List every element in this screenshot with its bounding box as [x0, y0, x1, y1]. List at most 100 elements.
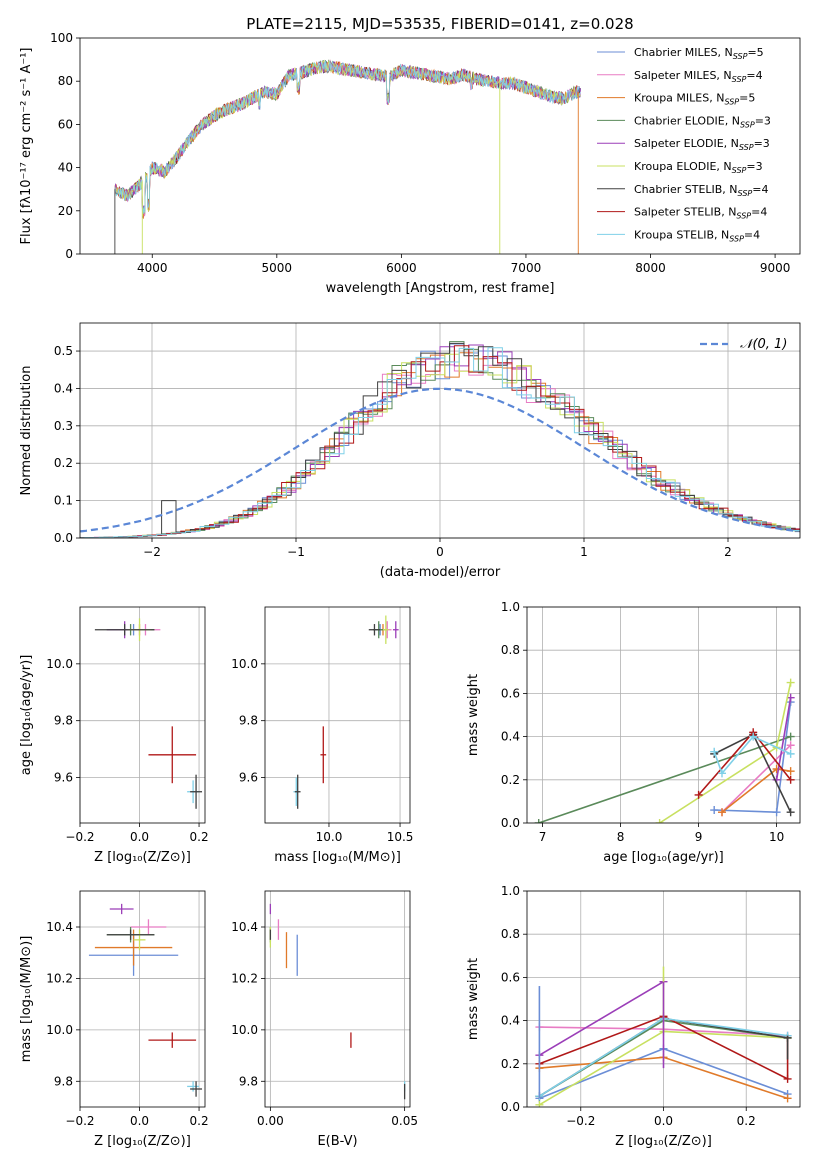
legend-entry-sub: SSP — [724, 98, 739, 107]
y-tick-label: 1.0 — [501, 600, 520, 614]
x-tick-label: 0.0 — [130, 1114, 149, 1128]
x-tick-label: 6000 — [386, 261, 417, 275]
legend-entry-sub: SSP — [738, 189, 753, 198]
legend-entry-name: Chabrier MILES, N — [634, 46, 733, 59]
mass-weight-marker — [718, 808, 726, 817]
legend-entry: Chabrier STELIB, NSSP=4 — [634, 183, 768, 198]
y-tick-label: 10.2 — [46, 971, 73, 985]
legend-entry-name: Kroupa MILES, N — [634, 92, 724, 105]
x-tick-label: 0.00 — [257, 1114, 284, 1128]
lines-massweight-vs-Z — [535, 966, 792, 1107]
axes-frame — [79, 37, 801, 255]
x-tick-label: −0.2 — [566, 1114, 595, 1128]
mass-weight-marker — [694, 790, 703, 799]
legend-entry: Chabrier MILES, NSSP=5 — [634, 46, 764, 61]
y-tick-label: 9.8 — [239, 714, 258, 728]
histograms — [80, 341, 800, 538]
mass-weight-series-1 — [721, 744, 792, 813]
legend-entry-sub: SSP — [736, 212, 751, 221]
x-tick-label: 5000 — [262, 261, 293, 275]
histogram-series-7 — [80, 345, 800, 538]
mass-weight-marker — [786, 749, 795, 758]
x-tick-label: −2 — [143, 545, 161, 559]
legend-entry: Kroupa STELIB, NSSP=4 — [634, 228, 760, 243]
legend-entry-sub: SSP — [740, 120, 755, 129]
y-axis-label: Normed distribution — [19, 366, 34, 496]
y-tick-label: 10.0 — [46, 657, 73, 671]
x-tick-label: 0.0 — [654, 1114, 673, 1128]
lines-massweight-vs-age — [534, 678, 795, 823]
x-tick-label: 4000 — [137, 261, 168, 275]
y-tick-label: 1.0 — [501, 884, 520, 898]
x-tick-label: 7000 — [511, 261, 542, 275]
x-tick-label: 7 — [539, 830, 547, 844]
x-tick-label: −1 — [287, 545, 305, 559]
legend-entry: Salpeter ELODIE, NSSP=3 — [634, 137, 770, 152]
x-axis-label: wavelength [Angstrom, rest frame] — [326, 281, 555, 296]
x-axis-label: E(B-V) — [317, 1134, 357, 1149]
legend-entry-sub: SSP — [729, 234, 744, 243]
mass-weight-series-3 — [538, 735, 791, 823]
legend-entry-name: Salpeter ELODIE, N — [634, 137, 739, 150]
x-tick-label: −0.2 — [65, 1114, 94, 1128]
x-tick-label: 10.5 — [387, 830, 414, 844]
legend-entry-count: =3 — [746, 160, 762, 173]
mass-weight-series-8 — [713, 735, 791, 775]
errorbar-point — [148, 1032, 197, 1048]
y-tick-label: 9.8 — [54, 1074, 73, 1088]
histogram-series-8 — [80, 347, 800, 538]
mass-weight-marker — [749, 732, 758, 741]
mass-weight-marker — [534, 819, 543, 823]
legend-entry-name: Salpeter MILES, N — [634, 69, 732, 82]
y-tick-label: 40 — [58, 161, 73, 175]
y-tick-label: 0.3 — [54, 419, 73, 433]
y-tick-label: 0.0 — [501, 816, 520, 830]
y-tick-label: 0.2 — [54, 456, 73, 470]
errorbar-point — [190, 774, 203, 809]
y-tick-label: 0.4 — [54, 381, 73, 395]
errorbar-point — [368, 624, 381, 636]
legend-entry-sub: SSP — [739, 143, 754, 152]
y-tick-label: 9.6 — [239, 771, 258, 785]
x-axis-label: Z [log₁₀(Z/Z⊙)] — [94, 1134, 191, 1149]
y-tick-label: 0.8 — [501, 927, 520, 941]
x-axis-label: (data-model)/error — [380, 565, 501, 580]
mass-weight-marker — [786, 767, 795, 776]
legend-entry-count: =5 — [747, 46, 763, 59]
mass-weight-marker — [783, 1094, 792, 1103]
y-axis-label: Flux [fλ10⁻¹⁷ erg cm⁻² s⁻¹ A⁻¹] — [19, 48, 34, 245]
errorbar-point — [94, 929, 173, 966]
errorbar-point — [133, 929, 146, 951]
mass-weight-marker — [786, 678, 795, 687]
y-tick-label: 0.0 — [54, 531, 73, 545]
x-tick-label: 8 — [617, 830, 625, 844]
mass-weight-marker — [786, 732, 795, 741]
mass-weight-marker — [772, 808, 781, 817]
y-tick-label: 0.2 — [501, 1057, 520, 1071]
panel-massweight-vs-Z: −0.2 0.0 0.2 0.0 0.2 0.4 0.6 0.8 1.0 Z [log₁₀(Z/Z… — [466, 884, 801, 1149]
x-tick-label: 0.05 — [391, 1114, 418, 1128]
legend-entry-sub: SSP — [733, 52, 748, 61]
legend-entry-name: Chabrier STELIB, N — [634, 183, 738, 196]
y-tick-label: 10.4 — [231, 920, 258, 934]
points-age-vs-Z — [94, 618, 203, 809]
panel-residuals: −2 −1 0 1 2 0.0 0.1 0.2 0.3 0.4 0.5 (data-model)/er… — [19, 322, 801, 580]
x-axis-label: Z [log₁₀(Z/Z⊙)] — [94, 850, 191, 865]
gaussian-reference-curve — [80, 387, 798, 533]
y-axis-label: age [log₁₀(age/yr)] — [19, 655, 34, 776]
x-tick-label: 0.2 — [190, 830, 209, 844]
x-tick-label: 10.0 — [316, 830, 343, 844]
points-mass-vs-EBV — [269, 903, 406, 1100]
y-tick-label: 10.2 — [231, 971, 258, 985]
y-tick-label: 0.8 — [501, 643, 520, 657]
y-tick-label: 0 — [65, 247, 73, 261]
axes-frame — [79, 890, 206, 1108]
mass-weight-marker — [786, 741, 795, 750]
legend-entry-count: =4 — [752, 183, 768, 196]
y-axis-label: mass weight — [466, 958, 481, 1040]
y-tick-label: 0.4 — [501, 730, 520, 744]
legend-entry-name: Salpeter STELIB, N — [634, 206, 736, 219]
axes-frame — [264, 606, 411, 824]
panel-mass-vs-Z: −0.2 0.0 0.2 9.8 10.0 10.2 10.4 Z [log₁₀(Z/Z⊙)]… — [19, 890, 209, 1149]
